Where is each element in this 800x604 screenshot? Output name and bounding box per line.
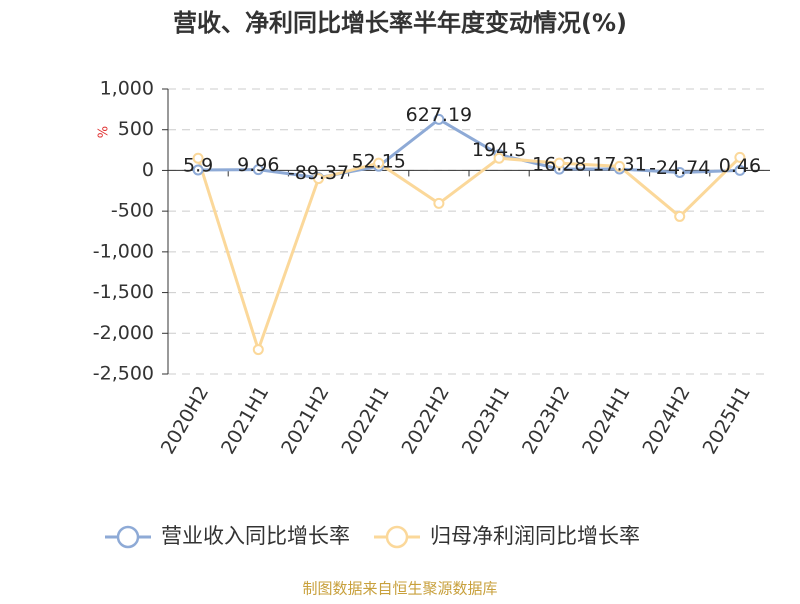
data-point [313,173,324,185]
legend-label: 营业收入同比增长率 [161,524,350,548]
data-point [433,197,445,209]
series-line [198,117,740,180]
data-label: 16.28 [532,154,586,176]
x-tick-label: 2023H1 [458,382,514,458]
y-axis-label: % [97,126,112,138]
legend-marker [385,525,409,549]
y-tick-label: -500 [111,200,154,222]
data-point [373,157,385,169]
data-point [734,151,746,163]
series-line [196,156,741,355]
y-tick-label: 500 [118,118,154,140]
data-point [433,113,445,125]
legend-marker [116,525,140,549]
data-point [252,344,264,356]
y-tick-label: 1,000 [100,78,154,100]
x-tick-label: 2024H1 [578,382,634,458]
data-label: 17.31 [592,154,646,176]
data-point [192,152,204,164]
y-tick-label: 0 [142,159,154,181]
data-point [614,160,625,172]
data-label: 627.19 [406,104,472,126]
x-tick-label: 2024H2 [638,382,694,458]
x-tick-label: 2021H2 [277,382,333,458]
y-tick-label: -1,500 [93,281,154,303]
y-tick-label: -2,500 [93,363,154,385]
data-point [192,164,204,176]
data-point [493,152,505,164]
data-label: -89.37 [288,162,349,184]
y-tick-label: -1,000 [93,240,154,262]
x-tick-label: 2025H1 [699,382,755,458]
data-label: 194.5 [472,139,526,161]
legend-label: 归母净利润同比增长率 [430,524,640,548]
x-tick-label: 2022H2 [398,382,454,458]
data-point [553,157,565,169]
x-tick-label: 2020H2 [157,382,213,458]
data-point [252,164,264,176]
data-label: -24.74 [649,157,710,179]
data-label: 5.9 [183,154,213,176]
x-tick-label: 2021H1 [217,382,273,458]
chart-title: 营收、净利同比增长率半年度变动情况(%) [173,9,627,37]
data-label: 52.15 [351,151,405,173]
data-label: 0.46 [719,155,761,177]
data-point [674,210,686,222]
x-tick-label: 2022H1 [337,382,393,458]
source-note: 制图数据来自恒生聚源数据库 [302,580,497,598]
data-point [734,164,746,176]
data-point [674,166,686,178]
x-tick-label: 2023H2 [518,382,574,458]
y-tick-label: -2,000 [93,322,154,344]
data-label: 9.96 [237,154,279,176]
